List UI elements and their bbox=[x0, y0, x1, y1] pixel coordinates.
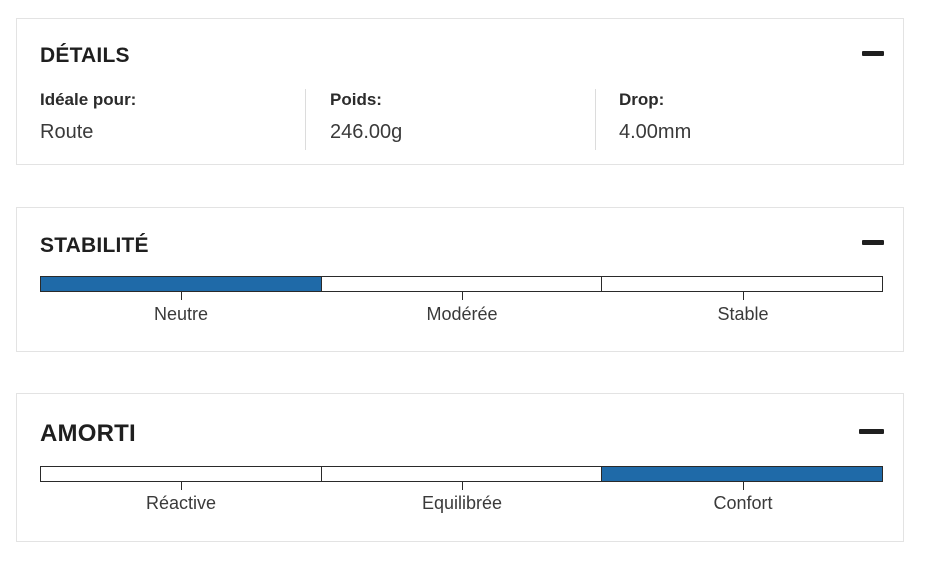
scale-tick bbox=[181, 482, 182, 490]
stability-scale bbox=[40, 276, 883, 292]
stability-panel: STABILITÉ Neutre Modérée Stable bbox=[16, 207, 904, 352]
scale-tick bbox=[743, 482, 744, 490]
cushioning-segment-reactive bbox=[41, 467, 322, 481]
detail-value-weight: 246.00g bbox=[330, 121, 403, 143]
cushioning-segment-confort bbox=[602, 467, 883, 481]
cushioning-collapse-icon[interactable] bbox=[859, 429, 884, 434]
details-panel: DÉTAILS Idéale pour: Route Poids: 246.00… bbox=[16, 18, 904, 165]
stability-label-neutre: Neutre bbox=[153, 304, 209, 324]
detail-label-drop: Drop: bbox=[619, 90, 665, 109]
scale-tick bbox=[743, 292, 744, 300]
detail-label-weight: Poids: bbox=[330, 90, 382, 109]
detail-label-ideal-for: Idéale pour: bbox=[40, 90, 137, 109]
stability-label-moderee: Modérée bbox=[426, 304, 498, 324]
cushioning-label-confort: Confort bbox=[713, 493, 773, 513]
scale-tick bbox=[181, 292, 182, 300]
stability-collapse-icon[interactable] bbox=[862, 240, 884, 245]
scale-tick bbox=[462, 292, 463, 300]
scale-tick bbox=[462, 482, 463, 490]
detail-value-drop: 4.00mm bbox=[619, 121, 692, 143]
detail-divider bbox=[305, 89, 306, 150]
cushioning-panel: AMORTI Réactive Equilibrée Confort bbox=[16, 393, 904, 542]
detail-value-ideal-for: Route bbox=[40, 121, 94, 143]
stability-label-stable: Stable bbox=[717, 304, 769, 324]
cushioning-scale bbox=[40, 466, 883, 482]
stability-segment-neutre bbox=[41, 277, 322, 291]
stability-segment-moderee bbox=[321, 277, 603, 291]
detail-divider bbox=[595, 89, 596, 150]
stability-segment-stable bbox=[602, 277, 883, 291]
cushioning-title: AMORTI bbox=[40, 420, 136, 447]
stability-title: STABILITÉ bbox=[40, 234, 149, 257]
cushioning-segment-equilibree bbox=[321, 467, 603, 481]
details-collapse-icon[interactable] bbox=[862, 51, 884, 56]
cushioning-label-reactive: Réactive bbox=[145, 493, 217, 513]
details-title: DÉTAILS bbox=[40, 44, 130, 67]
cushioning-label-equilibree: Equilibrée bbox=[421, 493, 503, 513]
